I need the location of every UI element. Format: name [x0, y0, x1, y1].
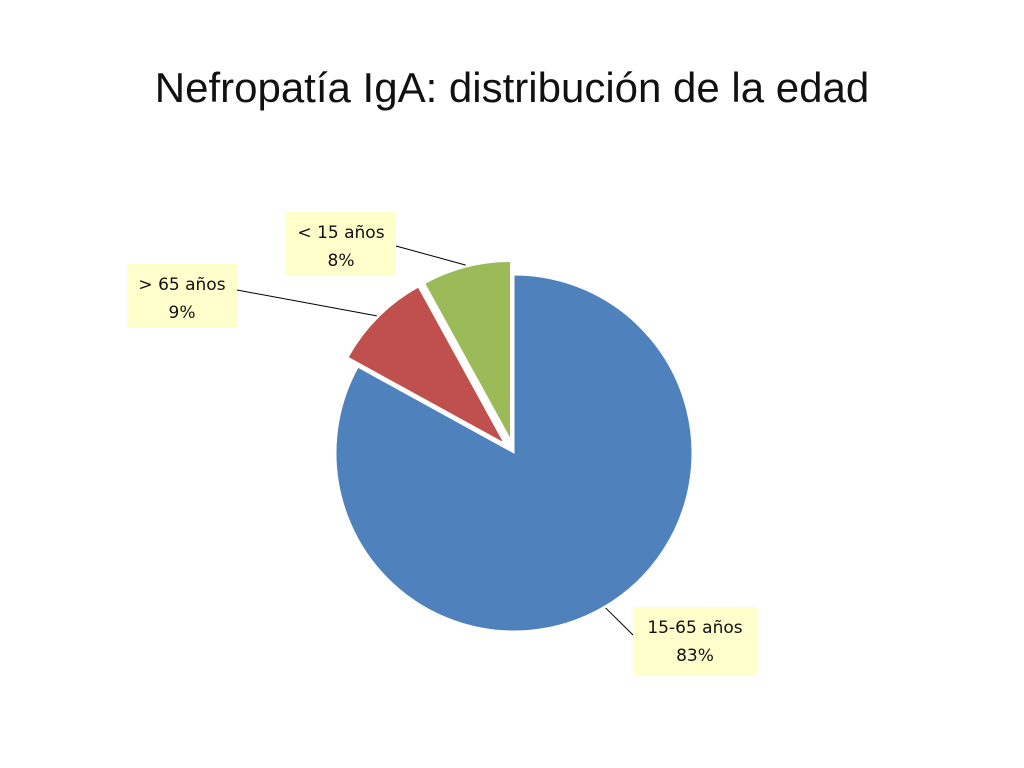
value-label: 83% — [676, 646, 714, 666]
pie-slice-0 — [335, 274, 693, 632]
leader-line-0 — [605, 607, 634, 636]
pie-slice-1 — [347, 286, 506, 445]
value-label: 8% — [328, 251, 355, 271]
category-label: > 65 años — [138, 275, 225, 295]
data-label-2: < 15 años 8% — [286, 212, 396, 276]
value-label: 9% — [169, 303, 196, 323]
pie-slice-2 — [424, 260, 512, 440]
data-label-1: > 65 años 9% — [127, 264, 237, 328]
category-label: < 15 años — [297, 223, 384, 243]
slide-title: Nefropatía IgA: distribución de la edad — [154, 64, 870, 111]
data-label-box — [286, 212, 396, 276]
leader-line-2 — [395, 245, 466, 266]
category-label: 15-65 años — [647, 618, 742, 638]
data-label-0: 15-65 años 83% — [633, 607, 757, 675]
data-label-box — [633, 607, 757, 675]
data-label-box — [127, 264, 237, 328]
leader-line-1 — [236, 289, 377, 317]
